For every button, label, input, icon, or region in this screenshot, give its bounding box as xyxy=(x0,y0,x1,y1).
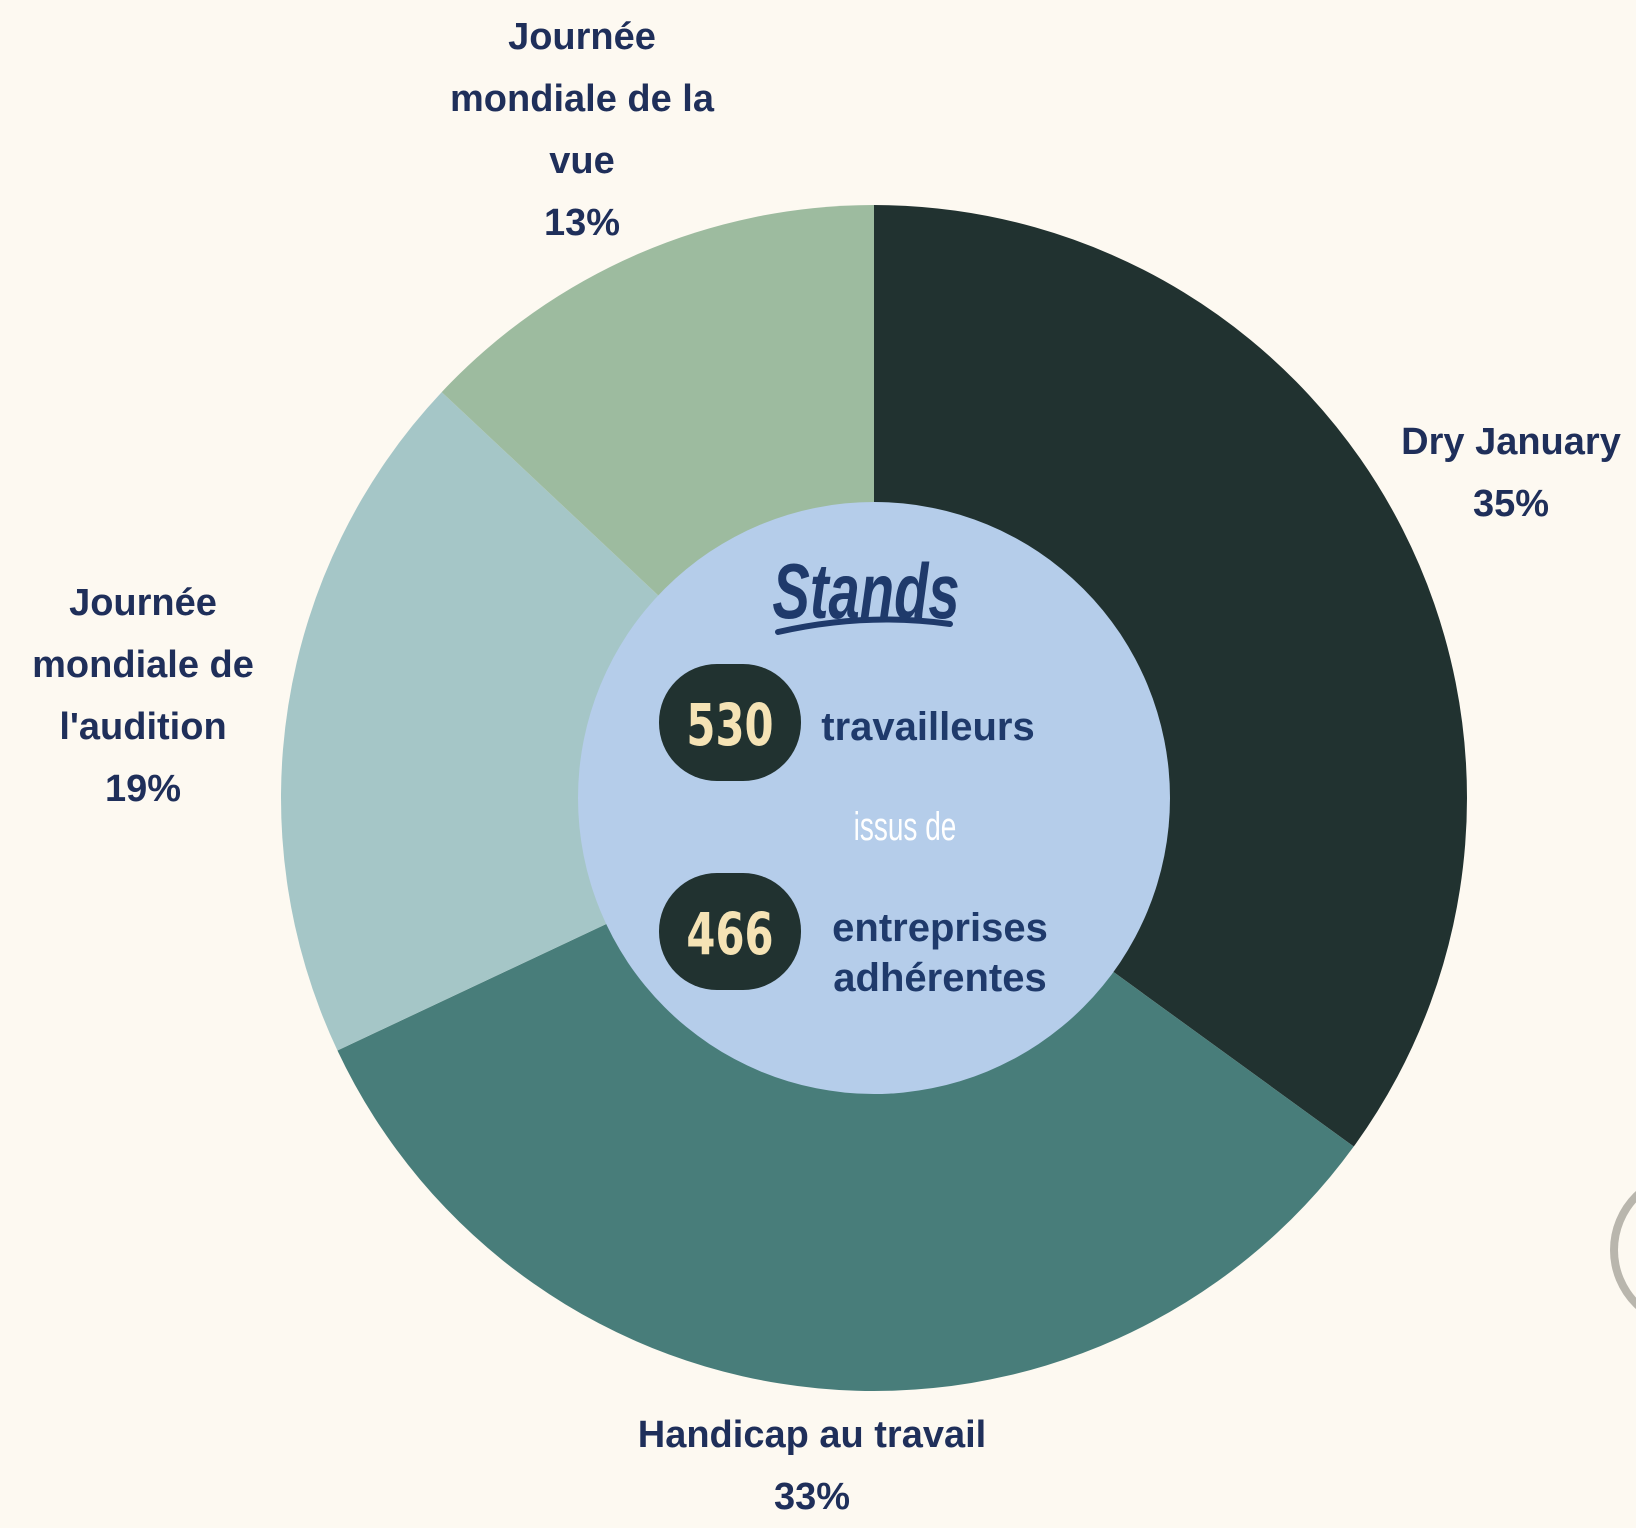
stat-label: travailleurs xyxy=(821,705,1035,749)
slice-label: Journée mondiale de l'audition 19% xyxy=(0,572,293,820)
stat-number: 530 xyxy=(686,691,773,759)
stat-pill xyxy=(659,873,801,990)
wedge xyxy=(874,205,1467,1147)
category-name: Journée mondiale de la vue xyxy=(450,16,714,182)
percent-label: 13% xyxy=(543,202,621,244)
category-name: Journée mondiale de l'audition xyxy=(32,582,254,748)
wedge xyxy=(281,392,874,1051)
title-underline xyxy=(775,616,953,635)
stat-pill xyxy=(659,664,801,781)
connector-text: issus de xyxy=(854,805,957,849)
photo-fragment-mask xyxy=(1618,1202,1636,1298)
wedge xyxy=(337,798,1354,1391)
slice-label: Journée mondiale de la vue 13% xyxy=(427,6,737,254)
stat-number: 466 xyxy=(686,900,773,968)
slice-label: Handicap au travail 33% xyxy=(592,1404,1032,1528)
category-name: Dry January xyxy=(1401,421,1621,463)
wedges xyxy=(281,205,1467,1391)
slice-label: Dry January 35% xyxy=(1361,411,1636,535)
percent-label: 35% xyxy=(1472,483,1550,525)
percent-label: 33% xyxy=(773,1476,851,1518)
percent-label: 19% xyxy=(104,768,182,810)
stat-label: entreprises adhérentes xyxy=(832,906,1048,1000)
category-name: Handicap au travail xyxy=(637,1414,987,1456)
